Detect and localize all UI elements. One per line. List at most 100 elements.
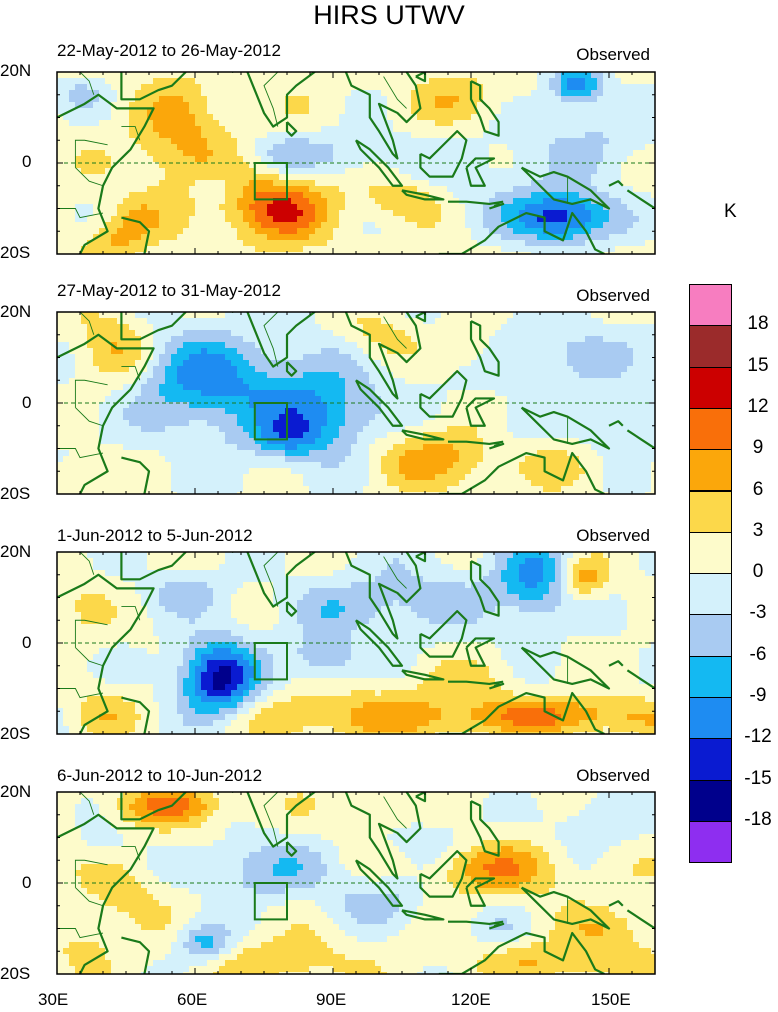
anomaly-cell <box>645 138 652 145</box>
anomaly-cell <box>405 174 412 181</box>
anomaly-cell <box>525 312 532 319</box>
anomaly-cell <box>87 78 94 85</box>
anomaly-cell <box>315 240 322 247</box>
anomaly-cell <box>537 342 544 349</box>
anomaly-cell <box>561 390 568 397</box>
anomaly-cell <box>435 96 442 103</box>
anomaly-cell <box>423 126 430 133</box>
anomaly-cell <box>411 120 418 127</box>
anomaly-cell <box>297 168 304 175</box>
anomaly-cell <box>69 150 76 157</box>
anomaly-cell <box>447 222 454 229</box>
anomaly-cell <box>261 228 268 235</box>
anomaly-cell <box>99 252 106 254</box>
anomaly-cell <box>375 372 382 379</box>
anomaly-cell <box>633 318 640 325</box>
anomaly-cell <box>405 360 412 367</box>
anomaly-cell <box>171 246 178 253</box>
anomaly-cell <box>639 324 646 331</box>
anomaly-cell <box>399 318 406 325</box>
anomaly-cell <box>357 174 364 181</box>
anomaly-cell <box>423 150 430 157</box>
anomaly-cell <box>87 126 94 133</box>
anomaly-cell <box>609 378 616 385</box>
anomaly-cell <box>75 330 82 337</box>
anomaly-cell <box>291 390 298 397</box>
anomaly-cell <box>315 354 322 361</box>
anomaly-cell <box>639 102 646 109</box>
anomaly-cell <box>411 102 418 109</box>
anomaly-cell <box>375 246 382 253</box>
anomaly-cell <box>369 342 376 349</box>
anomaly-cell <box>375 240 382 247</box>
anomaly-cell <box>153 252 160 254</box>
anomaly-cell <box>195 396 202 403</box>
anomaly-cell <box>411 168 418 175</box>
anomaly-cell <box>225 78 232 85</box>
anomaly-cell <box>471 216 478 223</box>
anomaly-cell <box>303 414 310 421</box>
anomaly-cell <box>537 192 544 199</box>
anomaly-cell <box>447 246 454 253</box>
anomaly-cell <box>81 384 88 391</box>
anomaly-cell <box>207 156 214 163</box>
anomaly-cell <box>105 342 112 349</box>
anomaly-cell <box>513 198 520 205</box>
anomaly-cell <box>135 390 142 397</box>
anomaly-cell <box>429 156 436 163</box>
anomaly-cell <box>291 378 298 385</box>
anomaly-cell <box>231 330 238 337</box>
anomaly-cell <box>129 126 136 133</box>
anomaly-cell <box>297 228 304 235</box>
anomaly-cell <box>159 348 166 355</box>
anomaly-cell <box>309 240 316 247</box>
anomaly-cell <box>351 384 358 391</box>
anomaly-cell <box>477 360 484 367</box>
anomaly-cell <box>525 96 532 103</box>
anomaly-cell <box>405 120 412 127</box>
anomaly-cell <box>597 156 604 163</box>
anomaly-cell <box>171 144 178 151</box>
anomaly-cell <box>135 360 142 367</box>
anomaly-cell <box>435 372 442 379</box>
anomaly-cell <box>633 186 640 193</box>
anomaly-cell <box>465 390 472 397</box>
anomaly-cell <box>207 408 214 415</box>
anomaly-cell <box>267 72 274 79</box>
anomaly-cell <box>333 132 340 139</box>
anomaly-cell <box>429 198 436 205</box>
anomaly-cell <box>105 108 112 115</box>
anomaly-cell <box>603 348 610 355</box>
anomaly-cell <box>471 210 478 217</box>
anomaly-cell <box>105 348 112 355</box>
anomaly-cell <box>489 354 496 361</box>
anomaly-cell <box>93 324 100 331</box>
anomaly-cell <box>435 210 442 217</box>
anomaly-cell <box>603 186 610 193</box>
panel-2-label: Observed <box>576 286 650 305</box>
anomaly-cell <box>177 414 184 421</box>
anomaly-cell <box>339 360 346 367</box>
anomaly-cell <box>519 144 526 151</box>
anomaly-cell <box>609 204 616 211</box>
anomaly-cell <box>573 312 580 319</box>
anomaly-cell <box>351 342 358 349</box>
anomaly-cell <box>459 240 466 247</box>
panel-2-lat-20n: 20N <box>0 302 32 321</box>
anomaly-cell <box>543 174 550 181</box>
anomaly-cell <box>477 150 484 157</box>
anomaly-cell <box>621 378 628 385</box>
anomaly-cell <box>585 144 592 151</box>
anomaly-cell <box>375 162 382 169</box>
panel-3-label: Observed <box>576 526 650 545</box>
anomaly-cell <box>213 150 220 157</box>
anomaly-cell <box>309 210 316 217</box>
anomaly-cell <box>93 102 100 109</box>
anomaly-cell <box>639 384 646 391</box>
coastline <box>285 121 298 137</box>
anomaly-cell <box>561 192 568 199</box>
anomaly-cell <box>291 318 298 325</box>
anomaly-cell <box>525 252 532 254</box>
anomaly-cell <box>441 390 448 397</box>
anomaly-cell <box>453 138 460 145</box>
